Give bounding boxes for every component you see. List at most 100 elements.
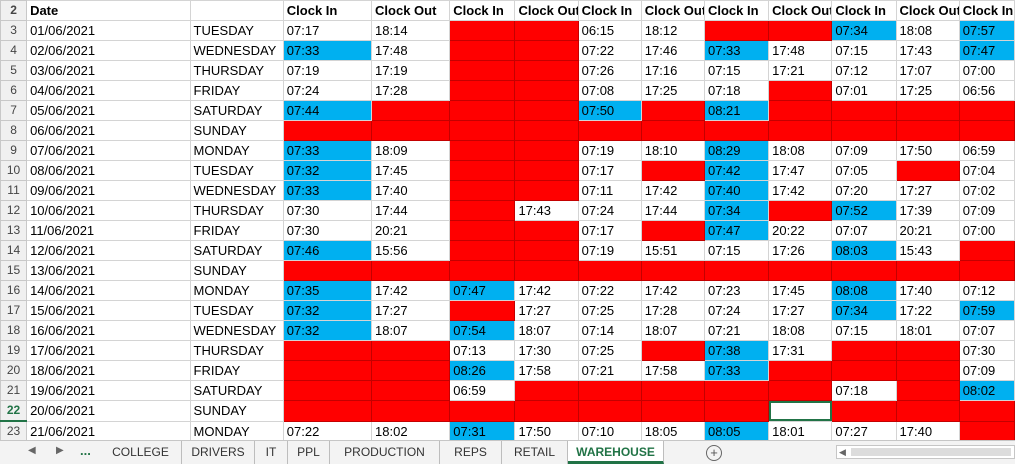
tab-scroll-left-icon[interactable]: ◀ bbox=[28, 445, 36, 456]
time-cell[interactable]: 18:09 bbox=[371, 140, 451, 161]
sheet-tab-production[interactable]: PRODUCTION bbox=[330, 441, 440, 464]
time-cell[interactable] bbox=[282, 260, 373, 281]
sheet-tab-drivers[interactable]: DRIVERS bbox=[182, 441, 255, 464]
date-cell[interactable]: 18/06/2021 bbox=[26, 360, 191, 381]
time-cell[interactable] bbox=[958, 100, 1015, 121]
scroll-left-arrow-icon[interactable]: ◀ bbox=[839, 447, 846, 457]
time-cell[interactable]: 17:27 bbox=[768, 300, 833, 321]
time-cell[interactable]: 07:21 bbox=[703, 320, 770, 341]
time-cell[interactable] bbox=[449, 120, 516, 141]
row-number[interactable]: 7 bbox=[0, 100, 28, 121]
time-cell[interactable]: 17:44 bbox=[371, 200, 451, 221]
time-cell[interactable]: 17:42 bbox=[514, 280, 579, 301]
date-cell[interactable]: 08/06/2021 bbox=[26, 160, 191, 181]
time-cell[interactable] bbox=[703, 260, 770, 281]
time-cell[interactable]: 17:50 bbox=[514, 420, 579, 442]
time-cell[interactable]: 17:07 bbox=[895, 60, 960, 81]
time-cell[interactable] bbox=[895, 380, 960, 401]
time-cell[interactable] bbox=[895, 100, 960, 121]
row-number[interactable]: 18 bbox=[0, 320, 28, 341]
time-cell[interactable]: 18:07 bbox=[640, 320, 705, 341]
time-cell[interactable]: 07:01 bbox=[831, 80, 897, 101]
time-cell[interactable]: 07:34 bbox=[831, 300, 897, 321]
time-cell[interactable]: 17:31 bbox=[768, 340, 833, 361]
time-cell[interactable]: 17:40 bbox=[895, 420, 960, 442]
time-cell[interactable] bbox=[703, 120, 770, 141]
time-cell[interactable] bbox=[768, 100, 833, 121]
time-cell[interactable]: 17:46 bbox=[640, 40, 705, 61]
header-clock-cell[interactable]: Clock Out bbox=[640, 0, 705, 21]
day-cell[interactable]: TUESDAY bbox=[189, 20, 284, 41]
time-cell[interactable] bbox=[514, 140, 579, 161]
time-cell[interactable] bbox=[371, 360, 451, 381]
time-cell[interactable] bbox=[371, 380, 451, 401]
time-cell[interactable]: 17:19 bbox=[371, 60, 451, 81]
time-cell[interactable] bbox=[958, 420, 1015, 442]
time-cell[interactable] bbox=[514, 240, 579, 261]
time-cell[interactable]: 07:26 bbox=[577, 60, 642, 81]
time-cell[interactable]: 07:31 bbox=[449, 420, 516, 442]
time-cell[interactable] bbox=[282, 340, 373, 361]
time-cell[interactable]: 07:17 bbox=[282, 20, 373, 41]
time-cell[interactable]: 07:17 bbox=[577, 220, 642, 241]
time-cell[interactable]: 07:38 bbox=[703, 340, 770, 361]
time-cell[interactable]: 17:27 bbox=[895, 180, 960, 201]
date-cell[interactable]: 19/06/2021 bbox=[26, 380, 191, 401]
time-cell[interactable] bbox=[768, 20, 833, 41]
time-cell[interactable]: 07:17 bbox=[577, 160, 642, 181]
time-cell[interactable] bbox=[514, 260, 579, 281]
time-cell[interactable] bbox=[514, 20, 579, 41]
date-cell[interactable]: 06/06/2021 bbox=[26, 120, 191, 141]
time-cell[interactable]: 15:56 bbox=[371, 240, 451, 261]
time-cell[interactable] bbox=[768, 120, 833, 141]
time-cell[interactable]: 07:40 bbox=[703, 180, 770, 201]
time-cell[interactable]: 17:48 bbox=[371, 40, 451, 61]
time-cell[interactable]: 07:24 bbox=[577, 200, 642, 221]
time-cell[interactable] bbox=[282, 380, 373, 401]
time-cell[interactable]: 18:10 bbox=[640, 140, 705, 161]
date-cell[interactable]: 09/06/2021 bbox=[26, 180, 191, 201]
horizontal-scrollbar[interactable]: ◀ bbox=[836, 445, 1015, 459]
time-cell[interactable]: 17:43 bbox=[895, 40, 960, 61]
time-cell[interactable] bbox=[640, 160, 705, 181]
date-cell[interactable]: 14/06/2021 bbox=[26, 280, 191, 301]
time-cell[interactable] bbox=[640, 260, 705, 281]
time-cell[interactable]: 07:59 bbox=[958, 300, 1015, 321]
time-cell[interactable] bbox=[703, 400, 770, 422]
time-cell[interactable] bbox=[703, 20, 770, 41]
date-cell[interactable]: 03/06/2021 bbox=[26, 60, 191, 81]
header-clock-cell[interactable]: Clock In bbox=[831, 0, 897, 21]
row-number[interactable]: 8 bbox=[0, 120, 28, 141]
day-cell[interactable]: WEDNESDAY bbox=[189, 320, 284, 341]
time-cell[interactable] bbox=[768, 380, 833, 401]
time-cell[interactable] bbox=[895, 360, 960, 381]
time-cell[interactable]: 07:27 bbox=[831, 420, 897, 442]
time-cell[interactable]: 07:15 bbox=[831, 320, 897, 341]
time-cell[interactable]: 07:47 bbox=[958, 40, 1015, 61]
time-cell[interactable] bbox=[449, 160, 516, 181]
time-cell[interactable] bbox=[514, 40, 579, 61]
time-cell[interactable]: 17:27 bbox=[371, 300, 451, 321]
time-cell[interactable]: 07:12 bbox=[958, 280, 1015, 301]
time-cell[interactable]: 07:30 bbox=[282, 220, 373, 241]
time-cell[interactable] bbox=[640, 380, 705, 401]
time-cell[interactable]: 07:32 bbox=[282, 320, 373, 341]
time-cell[interactable]: 07:22 bbox=[282, 420, 373, 442]
date-cell[interactable]: 20/06/2021 bbox=[26, 400, 191, 422]
time-cell[interactable]: 17:45 bbox=[371, 160, 451, 181]
row-number[interactable]: 6 bbox=[0, 80, 28, 101]
header-clock-cell[interactable]: Clock In bbox=[449, 0, 516, 21]
time-cell[interactable]: 15:51 bbox=[640, 240, 705, 261]
time-cell[interactable] bbox=[371, 100, 451, 121]
day-cell[interactable]: SATURDAY bbox=[189, 380, 284, 401]
time-cell[interactable]: 07:46 bbox=[282, 240, 373, 261]
day-cell[interactable]: THURSDAY bbox=[189, 200, 284, 221]
time-cell[interactable]: 17:50 bbox=[895, 140, 960, 161]
time-cell[interactable] bbox=[577, 400, 642, 422]
day-cell[interactable]: WEDNESDAY bbox=[189, 40, 284, 61]
time-cell[interactable]: 07:04 bbox=[958, 160, 1015, 181]
time-cell[interactable]: 18:12 bbox=[640, 20, 705, 41]
time-cell[interactable]: 17:58 bbox=[514, 360, 579, 381]
time-cell[interactable] bbox=[895, 340, 960, 361]
time-cell[interactable]: 07:32 bbox=[282, 160, 373, 181]
